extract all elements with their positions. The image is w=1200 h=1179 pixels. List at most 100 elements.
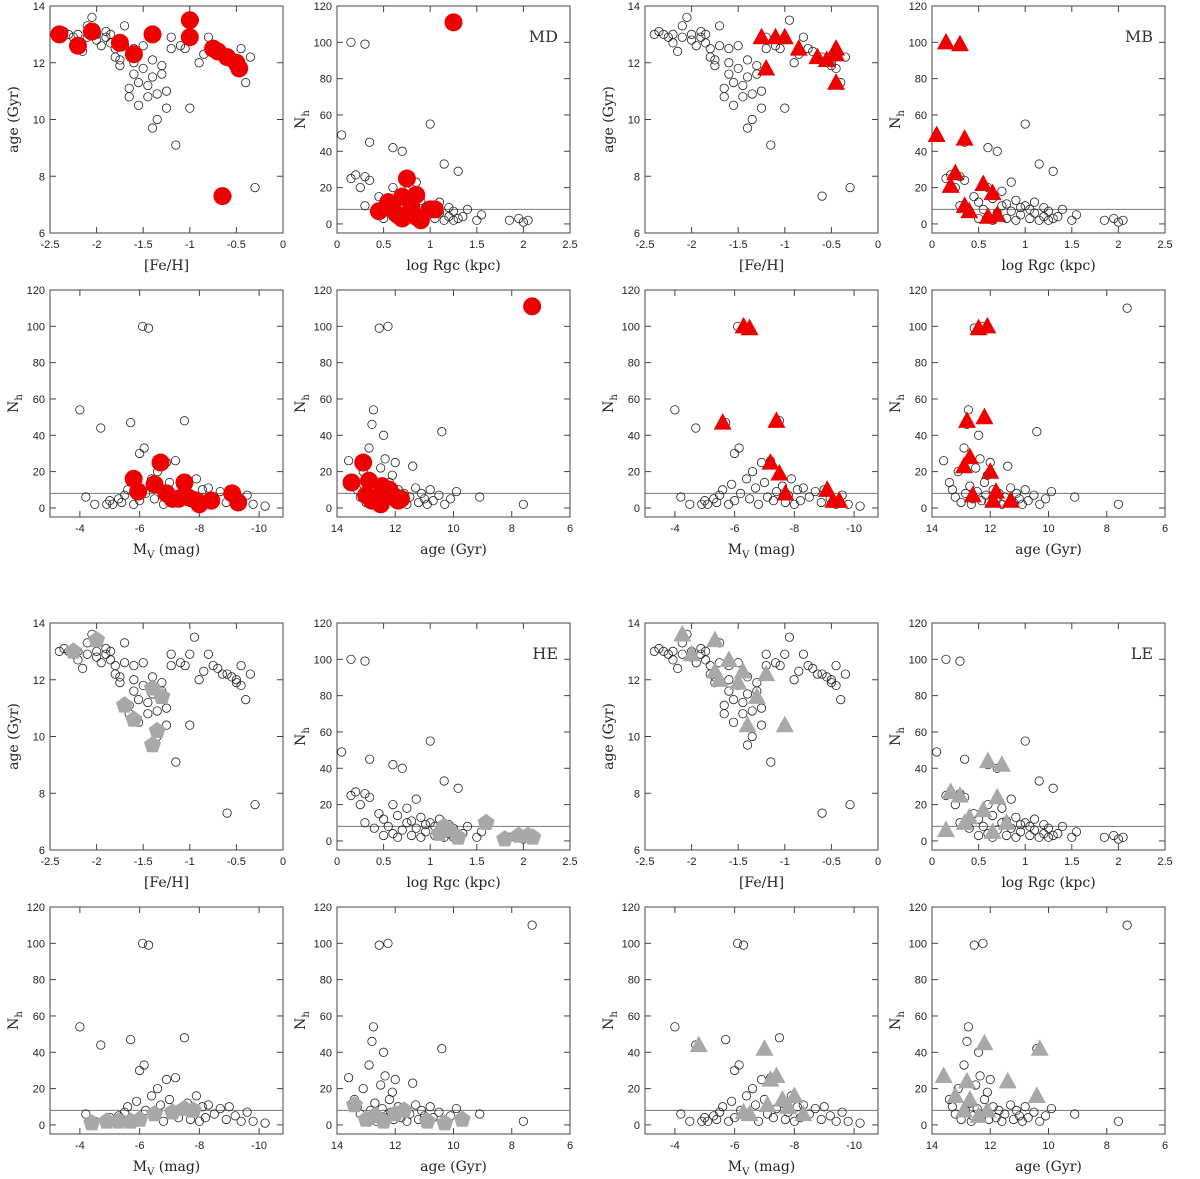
background-point (437, 427, 447, 437)
background-point (941, 654, 951, 664)
y-tick-label: 80 (320, 358, 332, 370)
y-tick-label: 60 (33, 394, 45, 406)
background-point (448, 206, 459, 216)
panel-md-mv: 0 20 40 60 80 100 120 -4 -6 -8 -10 MV (mag) Nh (6, 285, 284, 561)
md-point (392, 489, 411, 508)
y-tick-label: 80 (628, 358, 640, 370)
x-tick-label: 1.5 (1064, 856, 1079, 868)
background-point (114, 494, 124, 504)
y-tick-label: 60 (320, 394, 332, 406)
background-point (822, 672, 832, 682)
background-point (119, 638, 130, 648)
background-point (673, 46, 683, 57)
background-point (1071, 210, 1082, 220)
background-point (129, 686, 139, 696)
background-point (673, 663, 683, 674)
background-point (115, 55, 125, 65)
y-axis-label: Nh (293, 727, 312, 746)
background-point (734, 443, 744, 453)
plot-frame (644, 906, 879, 1135)
group-label: MD (529, 27, 558, 46)
y-tick-label: 80 (320, 691, 332, 703)
background-point (997, 803, 1007, 813)
background-point (420, 827, 431, 837)
background-point (96, 1040, 106, 1050)
y-tick-label: 60 (320, 110, 332, 122)
background-point (786, 474, 796, 484)
background-point (360, 656, 370, 666)
le-point (785, 1086, 804, 1103)
background-point (155, 1100, 166, 1110)
background-point (973, 430, 984, 440)
x-axis-label: [Fe/H] (739, 258, 784, 274)
md-point (180, 28, 199, 47)
background-point (388, 183, 398, 193)
md-point (50, 25, 69, 44)
y-tick-label: 80 (33, 975, 45, 987)
background-point (392, 810, 403, 821)
background-point (227, 672, 237, 682)
background-point (1046, 1103, 1057, 1114)
md-point (202, 491, 221, 510)
background-point (804, 492, 814, 502)
background-point (819, 1102, 829, 1112)
he-point (88, 631, 106, 648)
y-tick-label: 0 (326, 219, 332, 231)
he-point (125, 710, 143, 727)
md-point (68, 36, 87, 55)
background-point (1034, 159, 1044, 169)
background-point (1029, 197, 1040, 207)
background-point (241, 695, 251, 705)
background-point (194, 1116, 204, 1126)
y-tick-label: 40 (628, 430, 640, 442)
background-point (1020, 201, 1030, 211)
plot-frame (336, 622, 571, 851)
background-point (126, 417, 136, 428)
y-tick-label: 20 (320, 467, 332, 479)
background-point (962, 1036, 972, 1046)
md-point (180, 11, 199, 30)
background-point (659, 29, 669, 39)
background-point (260, 1118, 270, 1128)
background-point (1023, 1113, 1033, 1123)
background-point (817, 808, 827, 818)
y-tick-label: 80 (915, 691, 927, 703)
y-axis-label: age (Gyr) (6, 703, 22, 770)
background-point (742, 72, 753, 82)
background-point (816, 497, 826, 508)
background-point (451, 486, 462, 497)
background-point (110, 52, 120, 62)
background-point (738, 80, 748, 91)
x-tick-label: 1 (1022, 239, 1028, 251)
le-point (974, 800, 993, 818)
background-point (826, 677, 837, 688)
x-tick-label: 2 (520, 856, 526, 868)
y-tick-label: 12 (628, 675, 640, 687)
y-tick-label: 20 (628, 467, 640, 479)
panel-mb-mv: 0 20 40 60 80 100 120 -4 -6 -8 -10 MV (mag) Nh (601, 285, 879, 561)
y-axis-label: Nh (601, 394, 620, 413)
background-point (780, 649, 790, 659)
background-point (1000, 1109, 1010, 1119)
background-point (367, 419, 377, 429)
background-point (1011, 832, 1021, 842)
background-point (742, 55, 753, 65)
background-point (810, 486, 820, 497)
plot-frame (336, 5, 571, 234)
y-tick-label: 14 (33, 1, 45, 13)
background-point (129, 69, 139, 79)
background-point (124, 83, 134, 93)
background-point (738, 709, 748, 719)
x-tick-label: 2 (1115, 239, 1121, 251)
background-point (157, 69, 167, 79)
background-point (135, 448, 145, 459)
background-point (416, 1105, 427, 1115)
background-point (686, 29, 697, 39)
background-point (380, 454, 390, 464)
mb-point (1001, 491, 1020, 508)
background-point (406, 816, 417, 826)
background-point (408, 1078, 418, 1088)
background-point (1034, 215, 1044, 225)
y-tick-label: 14 (628, 1, 640, 13)
background-point (351, 170, 361, 180)
